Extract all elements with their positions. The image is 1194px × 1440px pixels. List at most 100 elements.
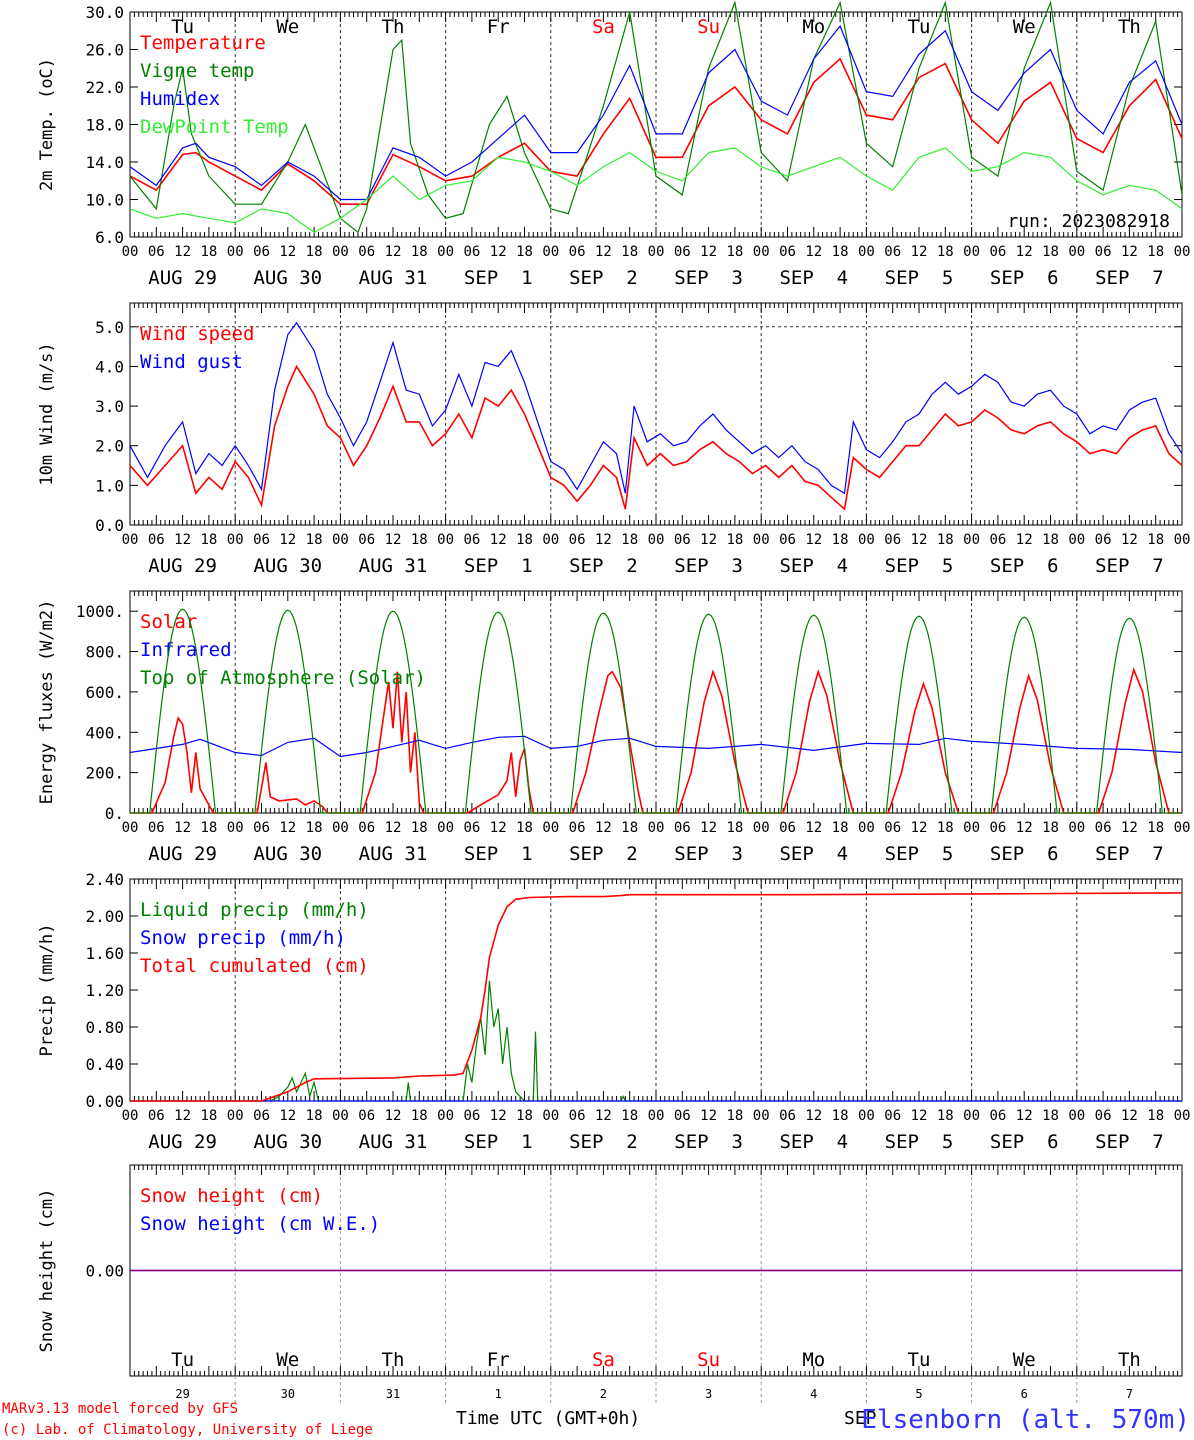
day-number-label: 3 (705, 1387, 712, 1401)
hour-tick-label: 12 (490, 532, 507, 548)
credit-line-1: MARv3.13 model forced by GFS (2, 1401, 238, 1417)
y-tick-label: 800. (85, 643, 124, 662)
hour-tick-label: 18 (832, 532, 849, 548)
hour-tick-label: 12 (1121, 532, 1138, 548)
hour-tick-label: 18 (726, 820, 743, 836)
y-tick-label: 1000. (76, 602, 124, 621)
hour-tick-label: 00 (963, 244, 980, 260)
day-number-label: 2 (600, 1387, 607, 1401)
y-tick-label: 0.40 (85, 1055, 124, 1074)
hour-tick-label: 00 (542, 820, 559, 836)
hour-tick-label: 06 (1095, 532, 1112, 548)
hour-tick-label: 12 (805, 1108, 822, 1124)
hour-tick-label: 12 (700, 244, 717, 260)
hour-tick-label: 00 (1068, 1108, 1085, 1124)
hour-tick-label: 06 (1095, 244, 1112, 260)
hour-tick-label: 00 (963, 1108, 980, 1124)
hour-tick-label: 00 (227, 244, 244, 260)
hour-tick-label: 18 (621, 532, 638, 548)
hour-tick-label: 06 (674, 244, 691, 260)
date-label: SEP 4 (779, 267, 848, 289)
hour-tick-label: 00 (1174, 532, 1191, 548)
date-label: SEP 2 (569, 555, 638, 577)
date-label: AUG 30 (253, 555, 322, 577)
y-tick-label: 18.0 (85, 116, 124, 135)
hour-tick-label: 06 (989, 532, 1006, 548)
hour-tick-label: 00 (542, 532, 559, 548)
weekday-label: Sa (592, 1349, 615, 1371)
hour-tick-label: 12 (279, 820, 296, 836)
weekday-label: We (276, 1349, 299, 1371)
hour-tick-label: 06 (1095, 820, 1112, 836)
series-line-liquid-precip-mm-h- (130, 980, 1182, 1102)
hour-tick-label: 06 (779, 820, 796, 836)
date-label: SEP 7 (1095, 555, 1164, 577)
hour-tick-label: 00 (648, 1108, 665, 1124)
series-line-vigne-temp (129, 0, 1183, 234)
hour-tick-label: 00 (1068, 820, 1085, 836)
hour-tick-label: 00 (963, 532, 980, 548)
hour-tick-label: 12 (911, 244, 928, 260)
hour-tick-label: 00 (227, 1108, 244, 1124)
hour-tick-label: 12 (490, 244, 507, 260)
y-tick-label: 0.80 (85, 1018, 124, 1037)
weekday-label: Mo (802, 16, 825, 38)
legend-entry: Wind speed (140, 323, 254, 345)
hour-tick-label: 12 (911, 532, 928, 548)
date-label: SEP 7 (1095, 267, 1164, 289)
hour-tick-label: 18 (306, 1108, 323, 1124)
date-label: SEP 5 (885, 843, 954, 865)
hour-tick-label: 18 (306, 532, 323, 548)
hour-tick-label: 00 (227, 532, 244, 548)
weekday-label: Sa (592, 16, 615, 38)
hour-tick-label: 18 (726, 244, 743, 260)
hour-tick-label: 12 (1016, 244, 1033, 260)
weekday-label: Su (697, 1349, 720, 1371)
hour-tick-label: 18 (516, 532, 533, 548)
y-tick-label: 5.0 (95, 318, 124, 337)
hour-tick-label: 12 (700, 820, 717, 836)
hour-tick-label: 00 (648, 532, 665, 548)
hour-tick-label: 06 (463, 1108, 480, 1124)
overlap-text: SEP (844, 1408, 877, 1429)
hour-tick-label: 00 (437, 532, 454, 548)
date-label: SEP 3 (674, 555, 743, 577)
hour-tick-label: 00 (858, 1108, 875, 1124)
hour-tick-label: 12 (385, 532, 402, 548)
hour-tick-label: 06 (884, 820, 901, 836)
weekday-label: Tu (908, 1349, 931, 1371)
hour-tick-label: 06 (779, 1108, 796, 1124)
series-line-infrared (129, 735, 1183, 758)
date-label: SEP 4 (779, 555, 848, 577)
weekday-label: Tu (908, 16, 931, 38)
series-line-top-of-atmosphere-solar- (130, 608, 1182, 814)
hour-tick-label: 18 (937, 532, 954, 548)
hour-tick-label: 06 (989, 244, 1006, 260)
hour-tick-label: 12 (1016, 1108, 1033, 1124)
hour-tick-label: 00 (1174, 820, 1191, 836)
hour-tick-label: 12 (1121, 1108, 1138, 1124)
hour-tick-label: 12 (700, 532, 717, 548)
hour-tick-label: 18 (411, 820, 428, 836)
hour-tick-label: 06 (779, 244, 796, 260)
date-label: SEP 1 (464, 555, 533, 577)
panel-3: 0. 200. 400. 600. 800. 1000. Energy fluxes (W/… (37, 590, 1191, 865)
hour-tick-label: 18 (621, 820, 638, 836)
hour-tick-label: 00 (858, 244, 875, 260)
hour-tick-label: 00 (1068, 532, 1085, 548)
weekday-label: Th (1118, 1349, 1141, 1371)
hour-tick-label: 06 (1095, 1108, 1112, 1124)
hour-tick-label: 00 (227, 820, 244, 836)
hour-tick-label: 06 (989, 1108, 1006, 1124)
hour-tick-label: 00 (1174, 244, 1191, 260)
hour-tick-label: 12 (490, 1108, 507, 1124)
hour-tick-label: 06 (358, 1108, 375, 1124)
hour-tick-label: 06 (463, 820, 480, 836)
hour-tick-label: 06 (148, 532, 165, 548)
hour-tick-label: 00 (437, 820, 454, 836)
legend-entry: Vigne temp (140, 60, 254, 82)
weekday-label: We (1013, 1349, 1036, 1371)
hour-tick-label: 12 (279, 1108, 296, 1124)
hour-tick-label: 18 (200, 532, 217, 548)
hour-tick-label: 12 (1121, 820, 1138, 836)
